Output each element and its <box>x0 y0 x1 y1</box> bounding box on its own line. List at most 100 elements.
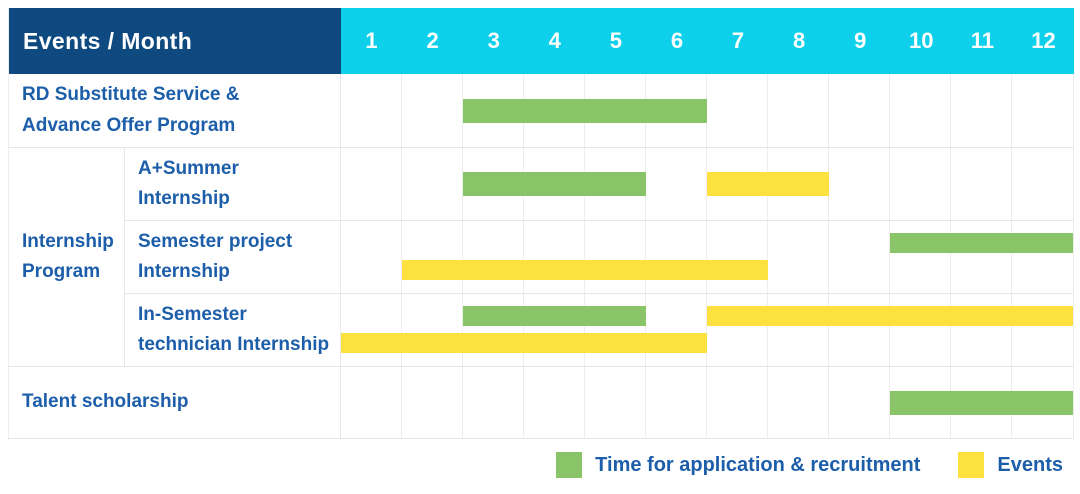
month-column-12 <box>1012 294 1073 366</box>
chart-row-talent-scholarship <box>341 367 1074 439</box>
gantt-bar-yellow <box>707 306 1073 327</box>
month-column-2 <box>402 367 463 438</box>
month-header-10: 10 <box>909 28 934 53</box>
row-label-line: Advance Offer Program <box>22 114 236 136</box>
month-column-12 <box>1012 74 1073 147</box>
month-column-1 <box>341 148 402 220</box>
month-gridlines <box>341 221 1073 293</box>
month-header-5: 5 <box>609 28 622 53</box>
gantt-bar-green <box>890 390 1073 415</box>
gantt-bar-yellow <box>341 332 707 354</box>
month-column-1 <box>341 221 402 293</box>
row-label-semester-project-internship: Semester project Internship <box>125 221 341 294</box>
table-header-title-cell: Events / Month <box>9 8 341 74</box>
month-column-10 <box>890 148 951 220</box>
month-column-6 <box>646 221 707 293</box>
month-column-8 <box>768 367 829 438</box>
month-column-9 <box>829 221 890 293</box>
row-label-line: Internship <box>138 188 230 209</box>
legend: Time for application & recruitment Events <box>556 452 1063 478</box>
month-column-3 <box>463 367 524 438</box>
month-column-10 <box>890 221 951 293</box>
row-label-line: In-Semester <box>138 303 247 325</box>
month-column-11 <box>951 294 1012 366</box>
month-column-2 <box>402 221 463 293</box>
chart-row-in-semester-technician-internship <box>341 294 1074 367</box>
month-column-7 <box>707 294 768 366</box>
month-header-1: 1 <box>365 28 378 53</box>
month-column-1 <box>341 294 402 366</box>
month-header-2: 2 <box>426 28 439 53</box>
chart-row-rd-substitute-service <box>341 74 1074 148</box>
legend-label-yellow: Events <box>997 453 1063 476</box>
month-column-3 <box>463 294 524 366</box>
row-label-line: A+Summer <box>138 157 239 179</box>
month-column-2 <box>402 74 463 147</box>
month-column-8 <box>768 294 829 366</box>
month-header-9: 9 <box>854 28 867 53</box>
gantt-bar-yellow <box>707 172 829 196</box>
row-label-in-semester-technician-internship: In-Semester technician Internship <box>125 294 341 367</box>
month-gridlines <box>341 74 1073 147</box>
month-header-4: 4 <box>548 28 561 53</box>
month-column-7 <box>707 74 768 147</box>
gantt-table: Events / Month 1 2 3 4 5 6 7 8 9 10 11 12 RD Substi… <box>8 8 1074 440</box>
month-gridlines <box>341 294 1073 366</box>
row-label-line: technician Internship <box>138 334 330 355</box>
gantt-bar-green <box>890 233 1073 254</box>
month-column-4 <box>524 221 585 293</box>
month-column-4 <box>524 294 585 366</box>
row-label-line: Talent scholarship <box>22 391 189 413</box>
month-column-1 <box>341 367 402 438</box>
month-column-5 <box>585 294 646 366</box>
group-label-text: Internship Program <box>22 230 114 282</box>
month-header-8: 8 <box>792 28 806 53</box>
row-label-line: RD Substitute Service & <box>22 84 240 106</box>
row-label-line: Semester project <box>138 230 293 252</box>
month-column-12 <box>1012 221 1073 293</box>
month-column-6 <box>646 294 707 366</box>
month-column-6 <box>646 367 707 438</box>
month-column-8 <box>768 221 829 293</box>
month-column-5 <box>585 367 646 438</box>
month-column-11 <box>951 148 1012 220</box>
month-header-11: 11 <box>970 28 994 53</box>
row-label-rd-substitute-service: RD Substitute Service & Advance Offer Pro… <box>9 74 341 148</box>
gantt-bar-green <box>463 306 646 327</box>
events-month-title: Events / Month <box>23 27 193 54</box>
month-column-9 <box>829 74 890 147</box>
gantt-bar-green <box>463 172 646 196</box>
month-column-8 <box>768 74 829 147</box>
gantt-bar-yellow <box>402 259 768 281</box>
month-column-9 <box>829 367 890 438</box>
month-column-10 <box>890 74 951 147</box>
month-column-11 <box>951 221 1012 293</box>
chart-row-semester-project-internship <box>341 221 1074 294</box>
legend-swatch-yellow <box>958 452 985 478</box>
month-column-5 <box>585 221 646 293</box>
month-header-3: 3 <box>487 28 500 53</box>
month-column-3 <box>463 221 524 293</box>
row-label-a-plus-summer-internship: A+Summer Internship <box>125 148 341 221</box>
month-column-6 <box>646 148 707 220</box>
month-header-12: 12 <box>1031 28 1056 53</box>
chart-row-a-plus-summer-internship <box>341 148 1074 221</box>
month-column-2 <box>402 148 463 220</box>
month-header-6: 6 <box>670 28 684 53</box>
month-column-4 <box>524 367 585 438</box>
month-column-11 <box>951 74 1012 147</box>
row-label-talent-scholarship: Talent scholarship <box>9 367 341 439</box>
month-header-7: 7 <box>731 28 745 53</box>
legend-item-green: Time for application & recruitment <box>556 452 920 478</box>
month-column-12 <box>1012 148 1073 220</box>
month-column-7 <box>707 221 768 293</box>
legend-label-green: Time for application & recruitment <box>595 453 921 476</box>
month-column-9 <box>829 148 890 220</box>
row-label-line: Internship <box>138 261 230 282</box>
month-column-1 <box>341 74 402 147</box>
month-header-row: 1 2 3 4 5 6 7 8 9 10 11 12 <box>341 8 1074 74</box>
month-column-10 <box>890 294 951 366</box>
group-label-internship-program: Internship Program <box>9 148 125 367</box>
legend-swatch-green <box>556 452 583 478</box>
